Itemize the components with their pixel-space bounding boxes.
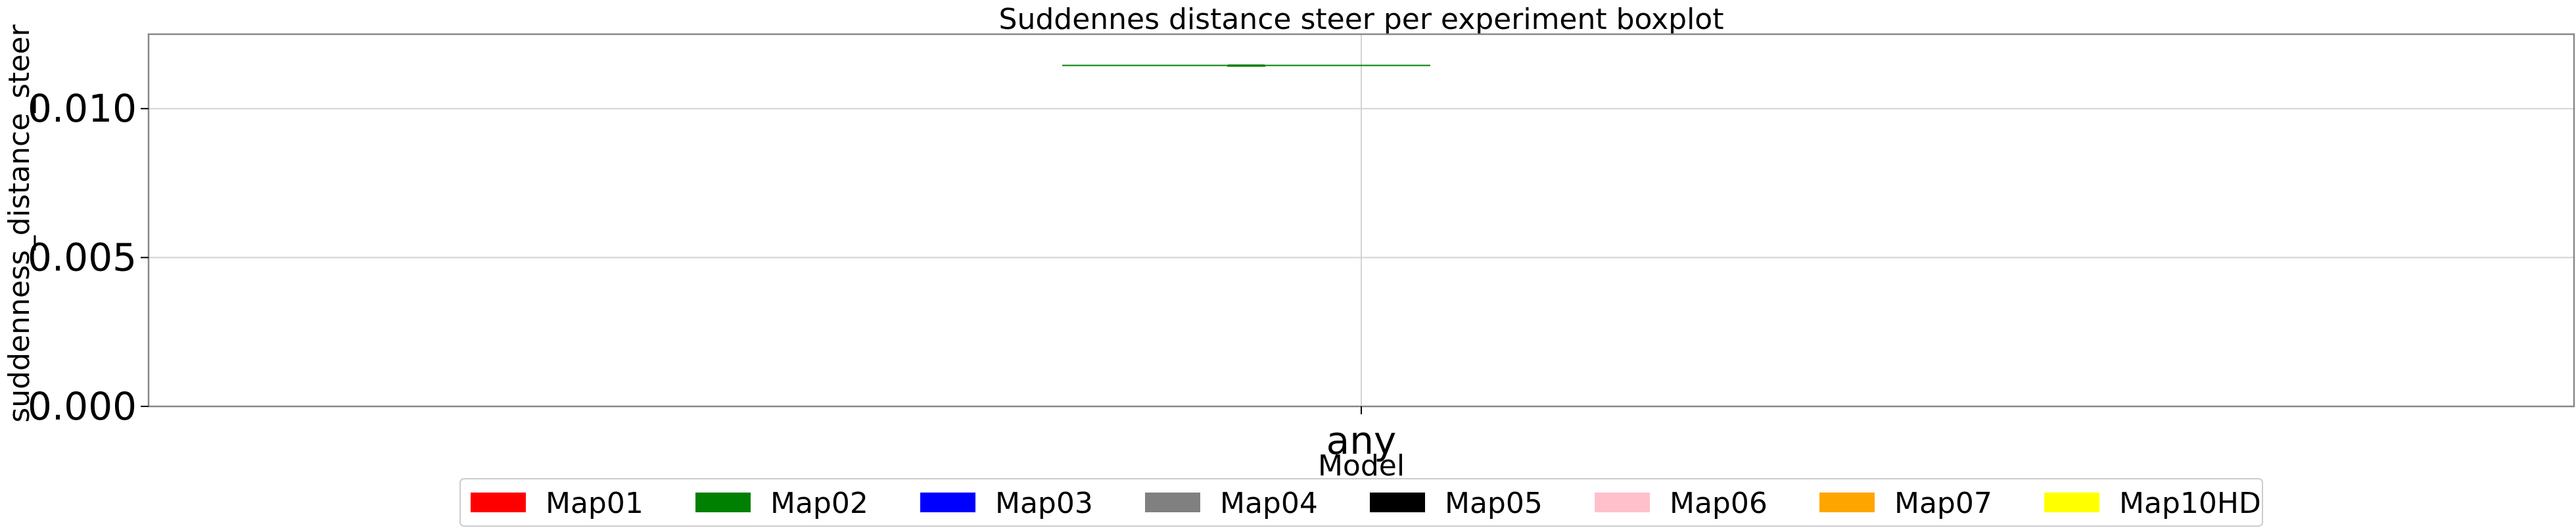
legend-label: Map03	[995, 487, 1093, 520]
legend-label: Map04	[1220, 487, 1318, 520]
x-axis-label: Model	[1318, 449, 1405, 483]
x-ticks: any	[1326, 406, 1397, 463]
legend-label: Map06	[1670, 487, 1768, 520]
legend-label: Map05	[1445, 487, 1543, 520]
y-ticks: 0.000 0.005 0.010	[28, 86, 149, 429]
grid	[149, 34, 2574, 407]
y-axis-label: suddenness_distance_steer	[3, 24, 36, 422]
legend-swatch-map06	[1595, 493, 1650, 512]
chart-title: Suddennes distance steer per experiment …	[999, 3, 1724, 36]
legend-swatch-map02	[695, 493, 751, 512]
legend-swatch-map10hd	[2044, 493, 2099, 512]
y-tick-label: 0.000	[28, 384, 137, 429]
legend-swatch-map03	[920, 493, 975, 512]
y-tick-label: 0.010	[28, 86, 137, 131]
legend-swatch-map05	[1370, 493, 1425, 512]
legend-label: Map07	[1894, 487, 1992, 520]
legend: Map01 Map02 Map03 Map04 Map05 Map06 Map07 Map10…	[459, 478, 2263, 527]
legend-label: Map02	[770, 487, 868, 520]
legend-label: Map01	[546, 487, 644, 520]
x-tick-label: any	[1326, 418, 1397, 463]
legend-swatch-map04	[1145, 493, 1200, 512]
y-tick-label: 0.005	[28, 235, 137, 280]
legend-swatch-map01	[471, 493, 526, 512]
legend-frame	[459, 478, 2263, 527]
legend-swatch-map07	[1819, 493, 1875, 512]
legend-label: Map10HD	[2119, 487, 2261, 520]
